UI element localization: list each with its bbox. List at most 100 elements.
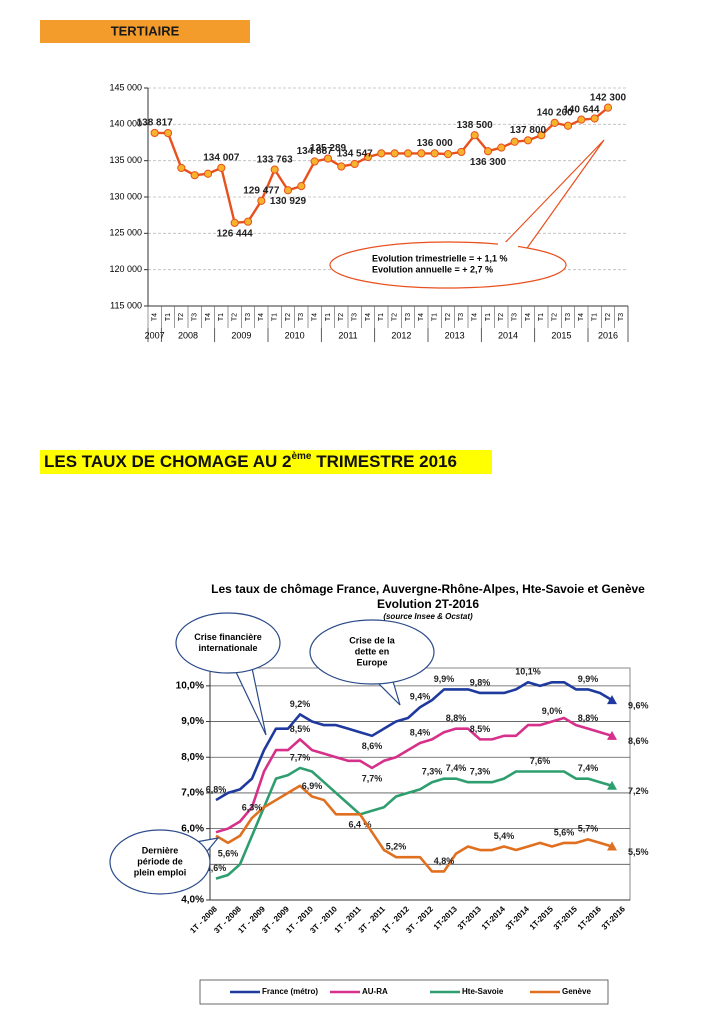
- data-label: 135 289: [310, 143, 347, 154]
- x-tick-label: T3: [565, 313, 572, 321]
- data-label: 9,8%: [470, 677, 491, 687]
- callout: [309, 619, 435, 685]
- y-tick-label: 6,0%: [181, 823, 204, 834]
- x-tick-label: T1: [538, 313, 545, 321]
- point-marker: [217, 163, 226, 172]
- callout-text: Evolution annuelle = + 2,7 %: [372, 264, 493, 274]
- x-tick-label: T2: [338, 313, 345, 321]
- x-tick-label: T2: [552, 313, 559, 321]
- data-label: 7,4%: [446, 763, 467, 773]
- x-tick-label: T3: [618, 313, 625, 321]
- point-marker: [537, 131, 546, 140]
- x-tick-label: T4: [418, 313, 425, 321]
- data-label: 130 929: [270, 196, 307, 207]
- point-marker: [377, 149, 386, 158]
- y-tick-label: 7,0%: [181, 788, 204, 799]
- data-label: 7,4%: [578, 763, 599, 773]
- x-tick-label: T1: [432, 313, 439, 321]
- x-tick-label: T4: [258, 313, 265, 321]
- y-tick-label: 125 000: [109, 228, 142, 238]
- data-label: 9,6%: [628, 700, 649, 710]
- x-tick-label: T3: [192, 313, 199, 321]
- callout: [175, 612, 281, 674]
- point-marker: [150, 128, 159, 138]
- point-marker: [203, 169, 213, 178]
- point-marker: [563, 121, 573, 130]
- series-line: [215, 766, 613, 880]
- x-tick-label: T4: [205, 313, 212, 321]
- data-label: 140 644: [563, 104, 600, 115]
- data-label: 9,9%: [434, 674, 455, 684]
- data-label: 137 800: [510, 125, 547, 136]
- callout-text: Crise financière: [194, 632, 262, 642]
- x-tick-label: T4: [578, 313, 585, 321]
- data-label: 8,8%: [446, 713, 467, 723]
- data-label: 134 007: [203, 153, 240, 164]
- point-marker: [603, 103, 613, 112]
- x-tick-label: 3T-2014: [504, 904, 532, 932]
- point-marker: [283, 186, 293, 195]
- data-label: 8,8%: [578, 713, 599, 723]
- point-marker: [590, 114, 599, 123]
- callout-text: Dernière: [142, 845, 179, 855]
- y-tick-label: 4,0%: [181, 895, 204, 906]
- x-tick-label: T1: [378, 313, 385, 321]
- point-marker: [230, 218, 239, 227]
- data-label: 5,6%: [218, 848, 239, 858]
- series-line: [215, 680, 613, 802]
- callout: [329, 241, 567, 289]
- x-tick-label: T2: [285, 313, 292, 321]
- x-tick-label: T4: [525, 313, 532, 321]
- series-line: [215, 784, 613, 873]
- data-label: 134 547: [337, 149, 374, 160]
- callout-pointer: [234, 667, 267, 736]
- point-marker: [510, 137, 519, 146]
- x-tick-label: T1: [272, 313, 279, 321]
- y-tick-label: 9,0%: [181, 716, 204, 727]
- legend-label: Genève: [562, 987, 591, 996]
- callout-text: Crise de la: [349, 635, 396, 645]
- x-tick-label: T4: [365, 313, 372, 321]
- callout-text: internationale: [198, 643, 257, 653]
- section-title-part: LES TAUX DE CHOMAGE AU 2: [44, 452, 291, 471]
- x-tick-label: T2: [178, 313, 185, 321]
- data-label: 9,4%: [410, 692, 431, 702]
- point-marker: [470, 131, 479, 140]
- x-tick-label: T1: [485, 313, 492, 321]
- data-label: 4,8%: [434, 856, 455, 866]
- callout-mask: [498, 242, 518, 252]
- x-tick-label: T3: [512, 313, 519, 321]
- point-marker: [443, 150, 453, 159]
- data-label: 142 300: [590, 92, 627, 103]
- point-marker: [243, 217, 253, 226]
- point-marker: [297, 182, 306, 191]
- data-label: 7,3%: [470, 767, 491, 777]
- x-tick-label: 3T-2016: [600, 904, 628, 932]
- point-marker: [310, 157, 319, 166]
- y-tick-label: 115 000: [110, 300, 142, 310]
- x-tick-label: 1T-2015: [528, 904, 556, 932]
- point-marker: [457, 147, 466, 157]
- x-tick-label: T2: [392, 313, 399, 321]
- year-label: 2014: [498, 330, 518, 340]
- data-label: 7,7%: [290, 752, 311, 762]
- series-line: [215, 716, 613, 834]
- year-label: 2012: [391, 330, 411, 340]
- x-tick-label: 3T-2013: [456, 904, 484, 932]
- x-tick-label: 1T-2014: [480, 904, 508, 932]
- x-tick-label: T4: [312, 313, 319, 321]
- y-tick-label: 8,0%: [181, 752, 204, 763]
- section-title-part: TRIMESTRE 2016: [311, 452, 457, 471]
- section-highlight: [40, 450, 492, 474]
- x-tick-label: 1T-2013: [432, 904, 460, 932]
- data-label: 6,3%: [242, 802, 263, 812]
- x-tick-label: T1: [592, 313, 599, 321]
- x-tick-label: T1: [218, 313, 225, 321]
- x-tick-label: 1T-2016: [576, 904, 604, 932]
- data-label: 8,5%: [470, 724, 491, 734]
- point-marker: [523, 136, 533, 145]
- y-tick-label: 130 000: [109, 191, 142, 201]
- point-marker: [177, 163, 186, 173]
- point-marker: [190, 171, 199, 180]
